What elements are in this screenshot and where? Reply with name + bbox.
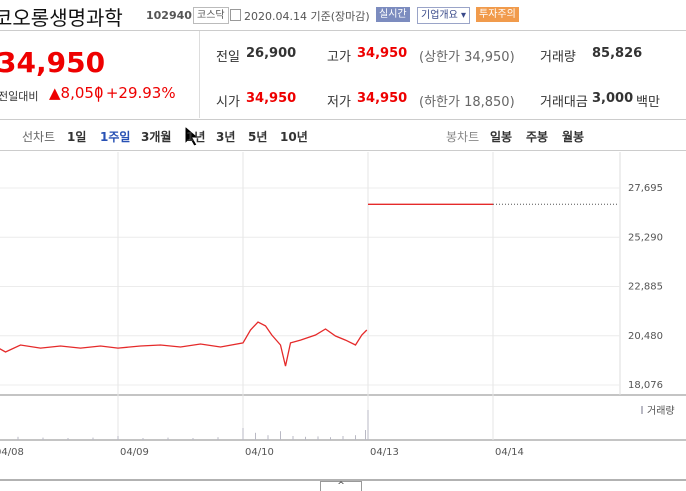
legend-label: 거래량 (647, 405, 675, 417)
cell-value: 3,000 (592, 91, 634, 106)
candle-tab[interactable]: 일봉 (490, 130, 513, 144)
volume-bar (355, 435, 356, 440)
x-tick-label: 04/13 (370, 447, 399, 458)
cell-value: 34,950 (357, 91, 408, 106)
tab-label: 선차트 (22, 130, 56, 144)
period-tab[interactable]: 3개월 (141, 130, 172, 144)
volume-bar (242, 428, 244, 440)
period-tab[interactable]: 1년 (186, 130, 206, 144)
calendar-icon (230, 9, 241, 21)
cell-label: 시가 (216, 95, 240, 110)
volume-bar (142, 438, 144, 440)
volume-bar (280, 431, 281, 440)
volume-bar (67, 438, 69, 440)
company-button[interactable]: 기업개요 ▾ (417, 7, 470, 24)
volume-bar (317, 436, 319, 440)
cell-value: 34,950 (357, 46, 408, 61)
y-tick-label: 18,076 (628, 380, 663, 391)
change-label: 전일대비 (0, 90, 39, 103)
tab-border (0, 150, 686, 151)
rate: | +29.93% (96, 84, 176, 102)
y-tick-label: 27,695 (628, 183, 663, 194)
cell-label: 저가 (327, 95, 351, 110)
volume-bar (167, 437, 169, 440)
volume-bar (17, 436, 19, 440)
y-tick-label: 25,290 (628, 232, 663, 243)
price: 34,950 (0, 46, 106, 79)
rate-value: +29.93% (105, 84, 176, 102)
volume-bar (305, 436, 306, 440)
cell-value: 85,826 (592, 46, 643, 61)
chart: 27,695 25,290 22,885 20,480 18,076 04/08 04/09… (0, 152, 686, 481)
stock-name: 코오롱생명과학 (0, 6, 123, 30)
cell-note: 백만 (636, 95, 660, 110)
collapse-button[interactable]: ^ (320, 481, 362, 491)
cell-label: 고가 (327, 50, 351, 65)
x-tick-label: 04/09 (120, 447, 149, 458)
volume-bar (342, 436, 344, 440)
cell-label: 거래량 (540, 50, 576, 65)
cell-value: 34,950 (246, 91, 297, 106)
period-tab[interactable]: 5년 (248, 130, 268, 144)
period-tab[interactable]: 3년 (216, 130, 236, 144)
candle-tab[interactable]: 월봉 (562, 130, 585, 144)
price-line (0, 321, 368, 367)
date: 2020.04.14 기준(장마감) (244, 10, 370, 23)
realtime-button[interactable]: 실시간 (376, 7, 410, 22)
volume-bar (192, 438, 194, 440)
volume-bar (292, 436, 294, 440)
legend-swatch (641, 406, 643, 414)
market-badge: 코스닥 (193, 7, 229, 24)
volume-bar (255, 432, 256, 440)
period-tab[interactable]: 10년 (280, 130, 308, 144)
cell-label: 거래대금 (540, 95, 588, 110)
volume-bar (42, 437, 44, 440)
volume-bar (330, 437, 331, 440)
cell-note: (하한가 18,850) (419, 95, 515, 110)
volume-bar (365, 430, 366, 440)
cell-label: 전일 (216, 50, 240, 65)
candle-tab[interactable]: 주봉 (526, 130, 549, 144)
y-tick-label: 22,885 (628, 282, 663, 293)
warning-badge: 투자주의 (476, 7, 519, 22)
volume-bar (217, 437, 219, 440)
volume-bar (117, 436, 119, 440)
quote-box (0, 30, 686, 120)
cell-value: 26,900 (246, 46, 297, 61)
divider (199, 31, 200, 118)
period-tab[interactable]: 1주일 (100, 130, 131, 144)
stock-code: 102940 (146, 9, 192, 22)
volume-bar (92, 437, 94, 440)
volume-bar (367, 410, 369, 440)
change: ▲8,050 (49, 84, 104, 102)
x-tick-label: 04/14 (495, 447, 524, 458)
x-tick-label: 04/10 (245, 447, 274, 458)
cell-note: (상한가 34,950) (419, 50, 515, 65)
change-value: 8,050 (60, 84, 104, 102)
cursor (184, 124, 201, 147)
tab-label: 봉차트 (446, 130, 480, 144)
volume-bar (267, 435, 269, 440)
y-tick-label: 20,480 (628, 331, 663, 342)
x-tick-label: 04/08 (0, 447, 24, 458)
period-tab[interactable]: 1일 (67, 130, 87, 144)
